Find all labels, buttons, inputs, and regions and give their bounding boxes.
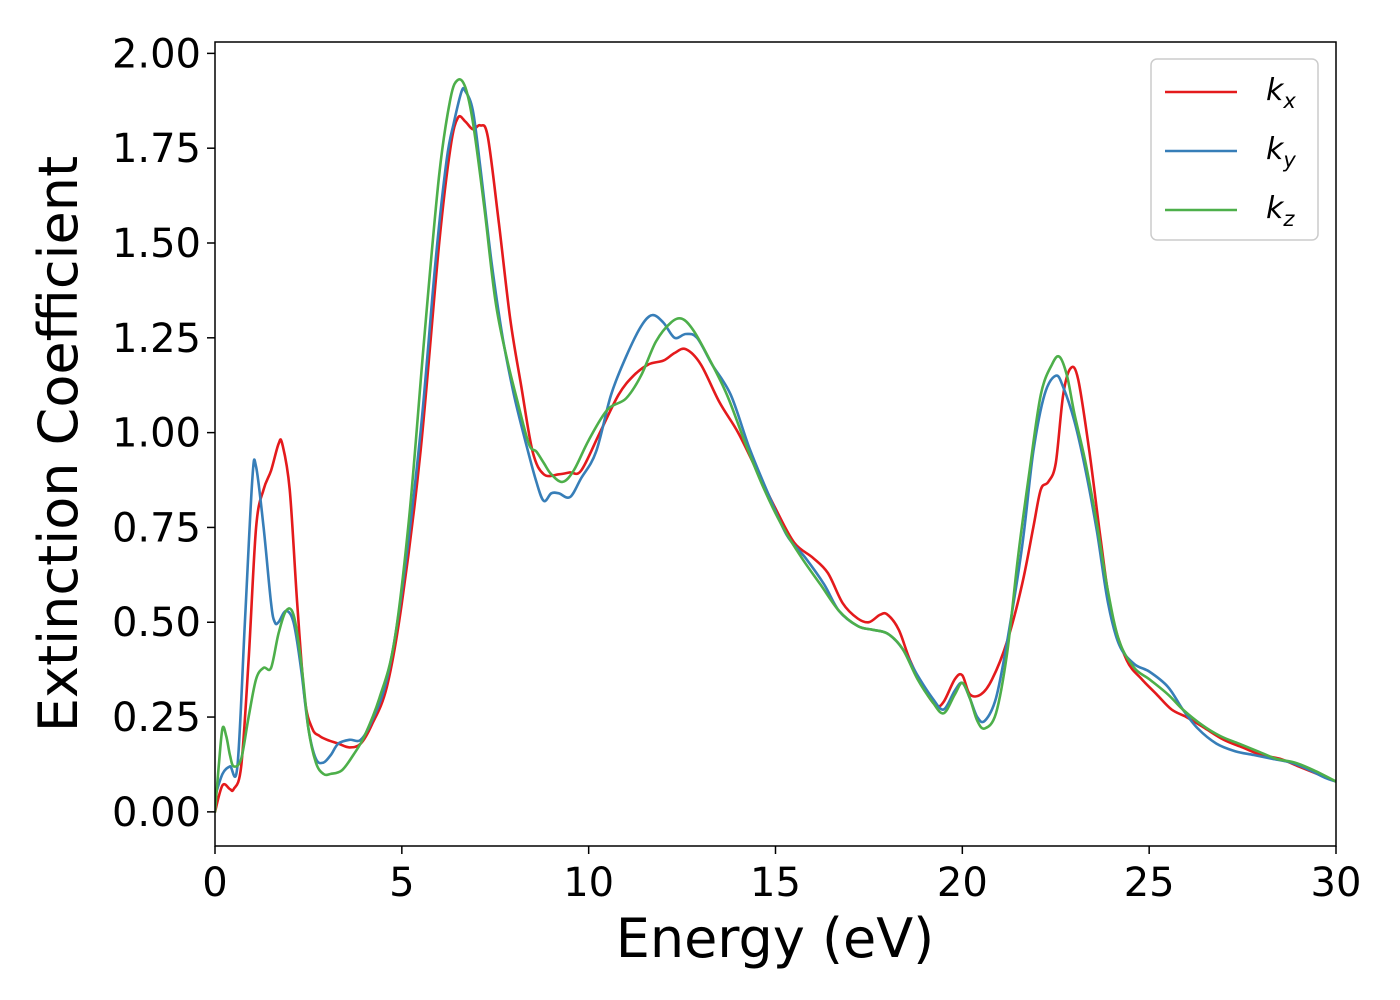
- x-tick-label: 0: [202, 860, 227, 906]
- y-tick-label: 0.00: [112, 790, 201, 836]
- y-tick-label: 0.25: [112, 695, 201, 741]
- y-tick-label: 1.50: [112, 221, 201, 267]
- y-tick-label: 1.00: [112, 411, 201, 457]
- legend-label-kx: kx: [1266, 73, 1296, 113]
- series-line-kz: [215, 78, 1336, 814]
- legend-label-subscript: y: [1282, 148, 1296, 172]
- series-line-ky: [215, 86, 1336, 798]
- legend-label-main: k: [1266, 132, 1285, 167]
- y-tick-label: 1.25: [112, 316, 201, 362]
- y-tick-label: 0.75: [112, 505, 201, 551]
- x-tick-label: 10: [563, 860, 614, 906]
- legend-label-subscript: x: [1282, 89, 1296, 113]
- x-axis: 0 5 10 15 20 25 30: [202, 846, 1361, 906]
- y-tick-label: 0.50: [112, 600, 201, 646]
- y-tick-label: 1.75: [112, 126, 201, 172]
- x-tick-label: 30: [1311, 860, 1362, 906]
- legend-label-ky: ky: [1266, 132, 1296, 172]
- legend-label-subscript: z: [1282, 207, 1295, 231]
- series-line-kx: [215, 114, 1336, 814]
- x-tick-label: 15: [750, 860, 801, 906]
- legend-label-main: k: [1266, 191, 1285, 226]
- legend-box: [1150, 58, 1319, 241]
- y-tick-label: 2.00: [112, 31, 201, 77]
- x-axis-title: Energy (eV): [616, 907, 935, 970]
- x-tick-label: 25: [1124, 860, 1175, 906]
- series-layer: [215, 78, 1336, 814]
- legend-label-kz: kz: [1266, 191, 1295, 231]
- legend-label-main: k: [1266, 73, 1285, 108]
- x-tick-label: 5: [389, 860, 414, 906]
- x-tick-label: 20: [937, 860, 988, 906]
- y-axis-title: Extinction Coefficient: [27, 156, 90, 732]
- y-axis: 0.00 0.25 0.50 0.75 1.00 1.25 1.50 1.75 2.00: [112, 31, 215, 836]
